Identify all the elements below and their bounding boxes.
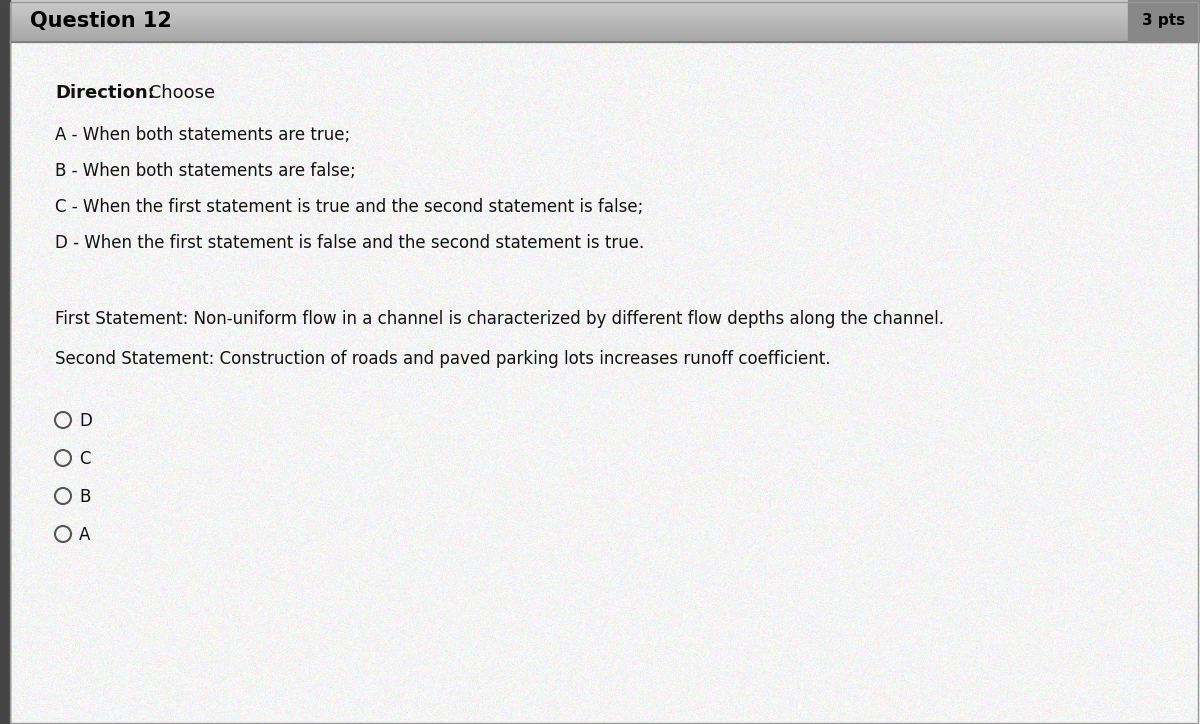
Bar [10,7,1198,11]
Text: Second Statement: Construction of roads and paved parking lots increases runoff : Second Statement: Construction of roads … [55,350,830,368]
Text: A - When both statements are true;: A - When both statements are true; [55,126,350,144]
Bar [10,1,1198,4]
Bar [10,39,1198,42]
Bar [10,14,1198,17]
Bar [10,30,1198,33]
Text: C - When the first statement is true and the second statement is false;: C - When the first statement is true and… [55,198,643,216]
Text: First Statement: Non-uniform flow in a channel is characterized by different flo: First Statement: Non-uniform flow in a c… [55,310,944,328]
Bar [1128,0,1200,42]
Text: Direction:: Direction: [55,84,155,102]
Bar [10,16,1198,19]
Text: D - When the first statement is false and the second statement is true.: D - When the first statement is false an… [55,234,644,252]
Text: 3 pts: 3 pts [1142,14,1186,28]
Text: A: A [79,526,90,544]
Bar [10,26,1198,30]
Bar [10,5,1198,9]
Text: Question 12: Question 12 [30,11,172,31]
Bar [10,20,1198,23]
Text: D: D [79,412,92,430]
Bar [10,24,1198,28]
Bar [10,33,1198,35]
Bar [10,28,1198,32]
Bar [10,9,1198,12]
Bar [10,12,1198,14]
Bar [10,35,1198,38]
Text: Choose: Choose [143,84,215,102]
Text: B: B [79,488,90,506]
Bar [10,22,1198,25]
Bar [10,3,1198,7]
Bar [0,0,10,724]
Bar [10,18,1198,21]
Text: B - When both statements are false;: B - When both statements are false; [55,162,355,180]
Bar [10,0,1198,2]
Text: C: C [79,450,90,468]
Bar [10,37,1198,40]
